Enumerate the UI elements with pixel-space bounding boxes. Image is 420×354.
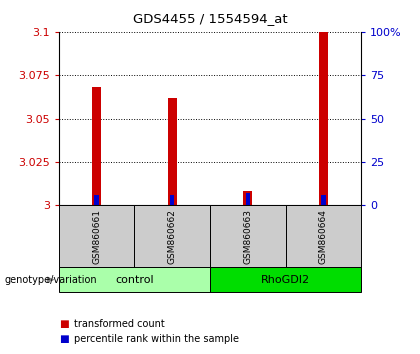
FancyBboxPatch shape (134, 205, 210, 267)
FancyBboxPatch shape (59, 205, 134, 267)
Bar (168, 98, 177, 205)
FancyBboxPatch shape (286, 205, 361, 267)
Text: GDS4455 / 1554594_at: GDS4455 / 1554594_at (133, 12, 287, 25)
Bar (321, 195, 326, 205)
Bar (92, 87, 101, 205)
Text: GSM860662: GSM860662 (168, 209, 177, 264)
Bar (246, 193, 250, 205)
Text: control: control (115, 275, 154, 285)
Text: GSM860661: GSM860661 (92, 209, 101, 264)
Text: transformed count: transformed count (74, 319, 164, 329)
Text: percentile rank within the sample: percentile rank within the sample (74, 334, 239, 344)
FancyBboxPatch shape (210, 205, 286, 267)
Bar (94, 195, 99, 205)
FancyBboxPatch shape (210, 267, 361, 292)
Text: ■: ■ (59, 334, 68, 344)
Text: RhoGDI2: RhoGDI2 (261, 275, 310, 285)
FancyBboxPatch shape (59, 267, 210, 292)
Text: ■: ■ (59, 319, 68, 329)
Text: GSM860664: GSM860664 (319, 209, 328, 264)
Bar (243, 192, 252, 205)
Text: GSM860663: GSM860663 (243, 209, 252, 264)
Bar (170, 195, 174, 205)
Text: genotype/variation: genotype/variation (4, 275, 97, 285)
Bar (319, 32, 328, 205)
